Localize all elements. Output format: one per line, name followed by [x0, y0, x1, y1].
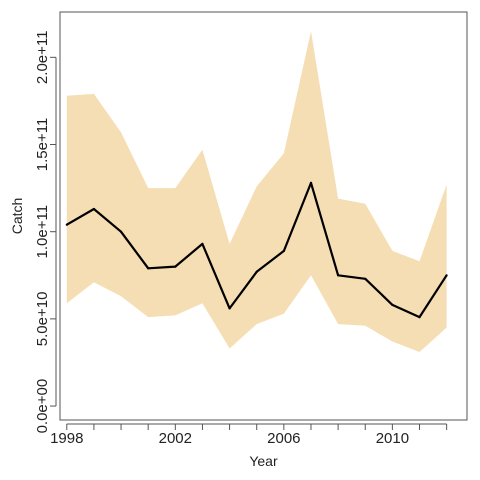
x-tick-label: 2002	[159, 430, 192, 447]
data-point-2009	[364, 277, 367, 280]
x-tick-label: 1998	[50, 430, 83, 447]
y-axis-label: Catch	[9, 198, 25, 235]
y-tick-label: 2.0e+11	[34, 31, 51, 85]
data-point-1999	[92, 207, 95, 211]
series-line-layer	[65, 181, 448, 319]
y-tick-label: 1.5e+11	[34, 118, 51, 172]
confidence-band-layer	[66, 31, 447, 352]
data-point-2003	[201, 242, 204, 245]
y-tick-label: 1.0e+11	[34, 205, 51, 259]
x-tick-label: 2006	[267, 430, 300, 447]
data-point-2008	[337, 274, 340, 277]
x-tick-label: 2010	[376, 430, 409, 447]
x-axis: 1998 2002 2006 2010	[50, 423, 448, 447]
data-point-2007	[309, 181, 313, 184]
y-tick-label: 5.0e+10	[34, 292, 51, 347]
data-point-2001	[147, 267, 150, 270]
data-point-2012	[445, 274, 448, 277]
y-tick-label: 0.0e+00	[34, 379, 51, 434]
confidence-band	[66, 31, 447, 352]
plot-frame	[59, 11, 468, 421]
data-point-2010	[391, 303, 394, 306]
data-point-1998	[65, 223, 68, 226]
x-axis-label: Year	[249, 453, 278, 469]
y-axis: 0.0e+00 5.0e+10 1.0e+11 1.5e+11 2.0e+11	[34, 31, 57, 434]
data-point-2005	[255, 270, 258, 273]
data-point-2002	[174, 265, 177, 268]
data-point-2006	[282, 249, 285, 252]
data-point-2011	[418, 316, 421, 319]
data-point-2004	[228, 307, 231, 310]
data-point-2000	[119, 230, 123, 233]
